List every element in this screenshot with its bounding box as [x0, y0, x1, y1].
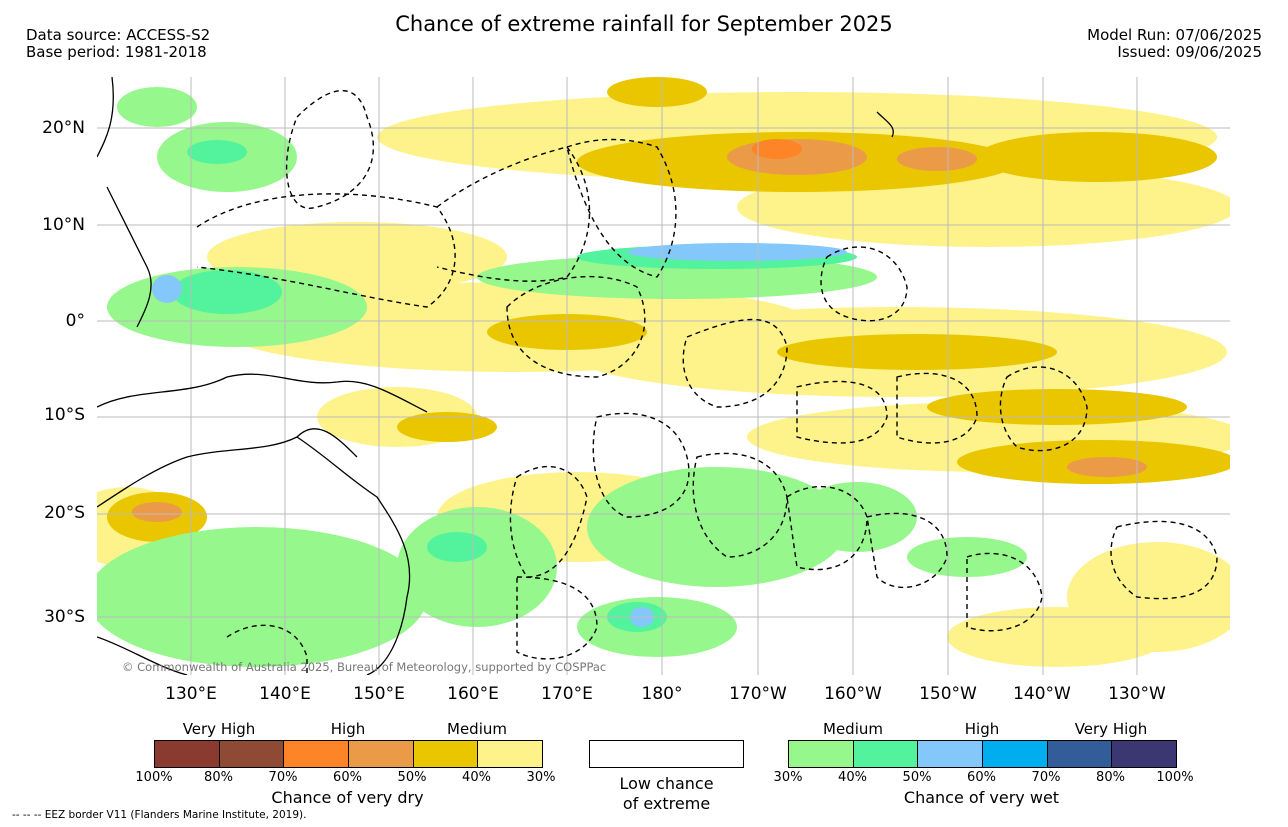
run-info: Model Run: 07/06/2025 Issued: 09/06/2025 [1087, 27, 1262, 61]
wet-swatch-2 [918, 741, 984, 767]
wet-swatch-0 [789, 741, 854, 767]
base-period: Base period: 1981-2018 [26, 43, 207, 61]
chart-title: Chance of extreme rainfall for September… [395, 12, 893, 36]
dry-category-very-high: Very High [182, 720, 256, 738]
lat-label-20n: 20°N [42, 118, 85, 138]
dry-colorbar [154, 740, 543, 768]
dry-tick-6: 30% [526, 770, 556, 785]
dry-swatch-2 [284, 741, 350, 767]
graticule [97, 77, 1230, 675]
lon-label-130w: 130°W [1108, 684, 1166, 704]
lat-label-0: 0° [65, 311, 85, 331]
lon-label-160e: 160°E [447, 684, 499, 704]
low-chance-label: Low chance of extreme [589, 774, 744, 814]
lon-label-160w: 160°W [824, 684, 882, 704]
dry-tick-4: 50% [397, 770, 427, 785]
wet-swatch-4 [1047, 741, 1113, 767]
dry-swatch-1 [219, 741, 285, 767]
wet-tick-5: 80% [1096, 770, 1125, 785]
wet-high-areas [152, 243, 847, 627]
wet-swatch-3 [983, 741, 1048, 767]
wet-tick-4: 70% [1031, 770, 1061, 785]
rainfall-map [97, 77, 1230, 675]
lon-label-180: 180° [641, 684, 683, 704]
lat-label-10n: 10°N [42, 215, 85, 235]
coastlines [97, 77, 894, 675]
dry-tick-0: 100% [135, 770, 173, 785]
wet-category-medium: Medium [823, 720, 883, 738]
data-source: Data source: ACCESS-S2 [26, 26, 211, 44]
source-info: Data source: ACCESS-S2 Base period: 1981… [26, 27, 210, 61]
dry-category-high: High [330, 720, 366, 738]
wet-tick-3: 60% [967, 770, 996, 785]
lon-label-150e: 150°E [353, 684, 405, 704]
wet-category-very-high: Very High [1074, 720, 1148, 738]
dry-swatch-0 [155, 741, 220, 767]
model-run: Model Run: 07/06/2025 [1087, 26, 1262, 44]
lon-label-140e: 140°E [259, 684, 311, 704]
low-chance-line1: Low chance [619, 774, 714, 793]
lon-label-140w: 140°W [1013, 684, 1071, 704]
lat-label-10s: 10°S [44, 405, 85, 425]
dry-high-peak-areas [752, 139, 802, 159]
lon-label-150w: 150°W [919, 684, 977, 704]
lon-label-170w: 170°W [729, 684, 787, 704]
dry-tick-1: 80% [204, 770, 233, 785]
eez-footnote: -- -- -- EEZ border V11 (Flanders Marine… [12, 809, 307, 821]
lon-label-170e: 170°E [541, 684, 593, 704]
dry-colorbar-title: Chance of very dry [271, 788, 424, 807]
dry-tick-2: 70% [268, 770, 298, 785]
dry-swatch-4 [413, 741, 479, 767]
dry-category-medium: Medium [447, 720, 507, 738]
dry-swatch-3 [349, 741, 414, 767]
dry-tick-5: 40% [462, 770, 491, 785]
wet-colorbar [788, 740, 1177, 768]
low-chance-line2: of extreme [622, 794, 711, 813]
lat-label-30s: 30°S [44, 607, 85, 627]
wet-swatch-5 [1112, 741, 1177, 767]
map-canvas [97, 77, 1230, 675]
wet-tick-6: 100% [1156, 770, 1194, 785]
dry-swatch-5 [478, 741, 543, 767]
wet-tick-2: 50% [902, 770, 932, 785]
lon-label-130e: 130°E [165, 684, 217, 704]
copyright-note: © Commonwealth of Australia 2025, Bureau… [122, 660, 607, 674]
wet-tick-0: 30% [773, 770, 803, 785]
wet-colorbar-title: Chance of very wet [903, 788, 1060, 807]
low-chance-swatch [589, 740, 744, 768]
wet-tick-1: 40% [838, 770, 867, 785]
eez-borders [196, 89, 1218, 675]
issued-date: Issued: 09/06/2025 [1117, 43, 1262, 61]
dry-tick-3: 60% [333, 770, 362, 785]
wet-swatch-1 [853, 741, 919, 767]
wet-category-high: High [964, 720, 1000, 738]
lat-label-20s: 20°S [44, 503, 85, 523]
